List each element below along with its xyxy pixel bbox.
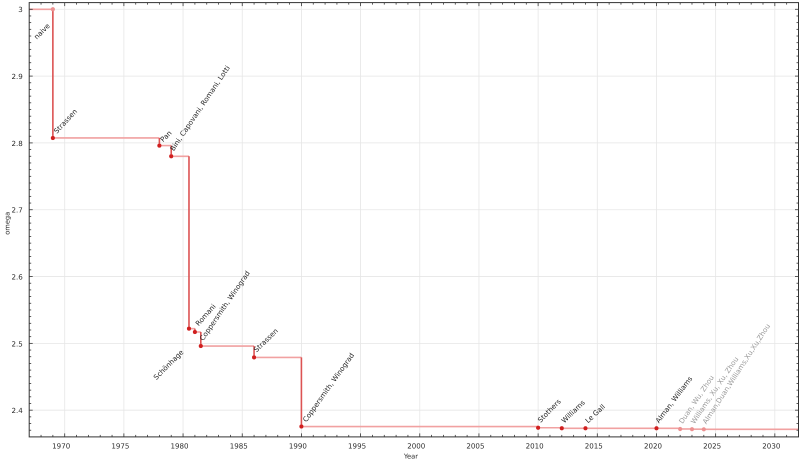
y-tick-label-2.5: 2.5 xyxy=(12,339,23,348)
y-tick-labels: 3 2.9 2.8 2.7 2.6 2.5 2.4 xyxy=(12,5,24,415)
data-point-halo xyxy=(50,7,55,12)
y-tick-label-2.6: 2.6 xyxy=(12,272,24,281)
x-tick-label-2010: 2010 xyxy=(526,441,545,450)
grid-lines xyxy=(29,2,799,437)
data-point xyxy=(559,426,564,431)
data-point xyxy=(654,426,659,431)
x-tick-labels: 1970 1975 1980 1985 1990 1995 2000 2005 2010 2015… xyxy=(52,441,781,450)
x-tick-label-2030: 2030 xyxy=(762,441,781,450)
data-point xyxy=(192,330,197,334)
data-points xyxy=(50,7,706,432)
y-axis-label: omega xyxy=(4,212,12,235)
x-tick-label-2020: 2020 xyxy=(644,441,663,450)
data-point xyxy=(50,135,55,140)
data-point xyxy=(583,426,588,431)
data-point xyxy=(169,154,174,159)
x-tick-label-1990: 1990 xyxy=(289,441,308,450)
x-tick-label-1970: 1970 xyxy=(52,441,71,450)
x-tick-label-2015: 2015 xyxy=(585,441,603,450)
x-axis-label: Year xyxy=(403,452,418,460)
data-point xyxy=(198,344,203,349)
data-point xyxy=(186,326,191,331)
data-point xyxy=(252,355,257,360)
data-point xyxy=(536,425,541,430)
x-tick-label-1995: 1995 xyxy=(348,441,366,450)
y-tick-label-3: 3 xyxy=(18,5,23,14)
y-tick-label-2.4: 2.4 xyxy=(12,406,24,415)
data-point-halo xyxy=(701,427,706,432)
y-tick-label-2.8: 2.8 xyxy=(12,139,24,148)
data-point-halo xyxy=(678,426,683,432)
x-tick-label-1985: 1985 xyxy=(230,441,248,450)
x-tick-label-1975: 1975 xyxy=(111,441,129,450)
y-tick-label-2.7: 2.7 xyxy=(12,206,23,215)
data-point xyxy=(157,143,162,148)
y-tick-label-2.9: 2.9 xyxy=(12,72,24,81)
plot-border xyxy=(28,2,799,438)
x-tick-label-2005: 2005 xyxy=(466,441,484,450)
x-tick-label-2000: 2000 xyxy=(407,441,426,450)
x-tick-label-1980: 1980 xyxy=(171,441,190,450)
data-point-halo xyxy=(689,427,695,432)
data-point xyxy=(299,424,304,429)
x-tick-label-2025: 2025 xyxy=(703,441,721,450)
